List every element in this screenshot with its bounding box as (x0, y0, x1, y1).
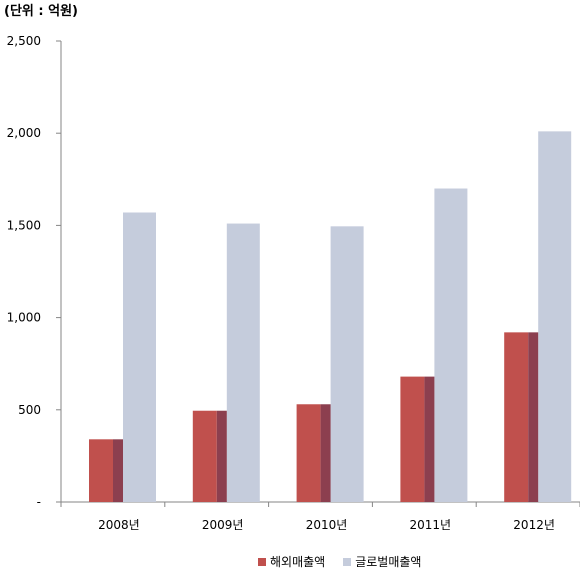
legend-item-global: 글로벌매출액 (343, 553, 421, 570)
legend-label-overseas: 해외매출액 (270, 555, 326, 569)
y-tick-label: 2,500 (7, 34, 41, 48)
bar-global-face (434, 188, 468, 502)
bar-overseas (296, 404, 331, 502)
bar-global-face (538, 131, 572, 502)
bar-global (330, 226, 364, 502)
chart-bars (89, 131, 572, 502)
bar-overseas (192, 410, 227, 502)
y-tick-label: 1,500 (7, 218, 41, 232)
y-tick-label: 500 (18, 403, 41, 417)
legend-item-overseas: 해외매출액 (258, 553, 325, 570)
bar-overseas (400, 376, 435, 502)
bar-global-face (226, 223, 260, 502)
bar-global (434, 188, 468, 502)
legend: 해외매출액 글로벌매출액 (258, 553, 439, 570)
bar-overseas-face (89, 439, 113, 502)
bar-global (123, 212, 156, 502)
bar-global (226, 223, 260, 502)
legend-swatch-overseas (258, 557, 266, 566)
bar-overseas (504, 332, 539, 502)
bar-global-face (123, 212, 156, 502)
bar-global (538, 131, 572, 502)
x-tick-label: 2011년 (410, 518, 452, 532)
x-tick-label: 2010년 (306, 518, 348, 532)
bar-overseas-face (400, 376, 425, 502)
x-tick-label: 2009년 (202, 518, 244, 532)
bar-overseas-face (296, 404, 321, 502)
bar-overseas-side (528, 332, 539, 502)
unit-label: (단위 : 억원) (4, 4, 78, 19)
bar-global-face (330, 226, 364, 502)
bar-overseas-side (113, 439, 123, 502)
x-tick-label: 2008년 (98, 518, 140, 532)
legend-label-global: 글로벌매출액 (355, 555, 422, 569)
y-tick-label: - (37, 495, 41, 509)
bar-overseas (89, 439, 123, 502)
legend-swatch-global (343, 557, 352, 566)
y-tick-label: 2,000 (7, 126, 41, 140)
bar-overseas-side (320, 404, 331, 502)
bar-overseas-side (216, 410, 227, 502)
bar-overseas-face (504, 332, 529, 502)
x-tick-label: 2012년 (513, 518, 555, 532)
chart-tick-labels: - 500 1,000 1,500 2,000 2,500 2008년 2009년 2010년 2… (7, 34, 555, 532)
bar-overseas-side (424, 376, 435, 502)
bar-overseas-face (192, 410, 217, 502)
y-tick-label: 1,000 (7, 311, 41, 325)
